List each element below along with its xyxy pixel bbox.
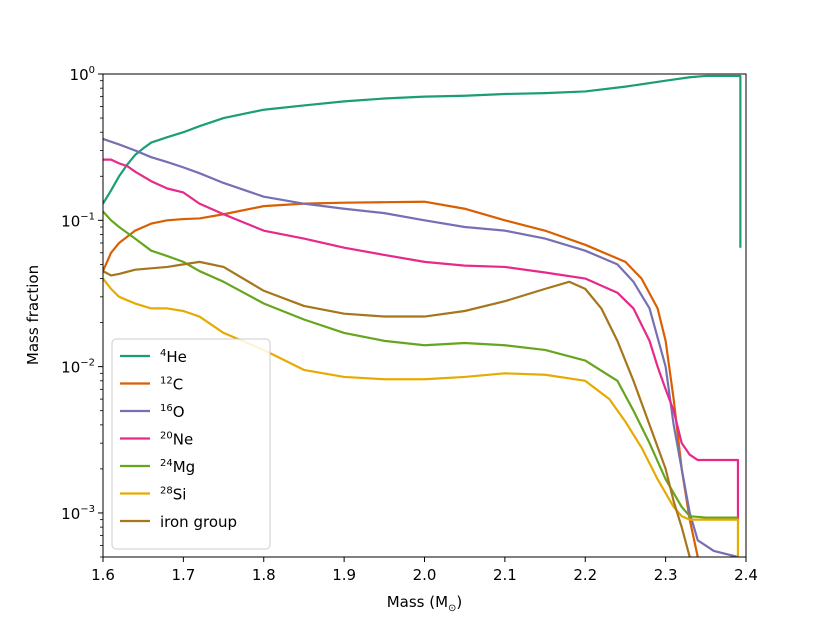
x-tick-label: 2.2 (573, 566, 597, 584)
x-tick-label: 2.3 (654, 566, 678, 584)
legend-label: 12C (160, 376, 183, 394)
legend-box (111, 338, 271, 550)
legend-label: 4He (160, 348, 187, 366)
y-axis-label: Mass fraction (24, 265, 42, 365)
x-tick-label: 1.8 (252, 566, 276, 584)
series-line-16o (103, 137, 739, 557)
legend-label: 28Si (160, 486, 186, 504)
y-tick-label: 10−1 (61, 211, 95, 230)
legend-label: 16O (160, 403, 185, 421)
x-tick-label: 1.9 (332, 566, 356, 584)
y-tick-label: 10−3 (61, 504, 95, 523)
x-axis-label: Mass (M⊙) (387, 593, 463, 614)
x-tick-label: 1.6 (91, 566, 115, 584)
y-tick-label: 10−2 (61, 358, 95, 377)
y-tick-label: 100 (70, 65, 95, 84)
series-line-12c (103, 200, 699, 557)
legend-label: 20Ne (160, 431, 193, 449)
series-line-24mg (103, 210, 738, 519)
legend-label: 24Mg (160, 458, 195, 476)
x-tick-label: 2.0 (413, 566, 437, 584)
axis-ticks: 1.6 1.7 1.8 1.9 2.0 2.1 2.2 2.3 2.4 100 10−1 10−2 10… (61, 65, 758, 584)
x-tick-label: 1.7 (171, 566, 195, 584)
x-tick-label: 2.1 (493, 566, 517, 584)
legend: 4He 12C 16O 20Ne 24Mg 28Si iron group (111, 338, 271, 550)
series-line-20ne (103, 158, 740, 520)
series-layer (103, 74, 742, 557)
series-line-iron-group (103, 260, 691, 557)
legend-label: iron group (160, 513, 237, 531)
x-tick-label: 2.4 (734, 566, 758, 584)
